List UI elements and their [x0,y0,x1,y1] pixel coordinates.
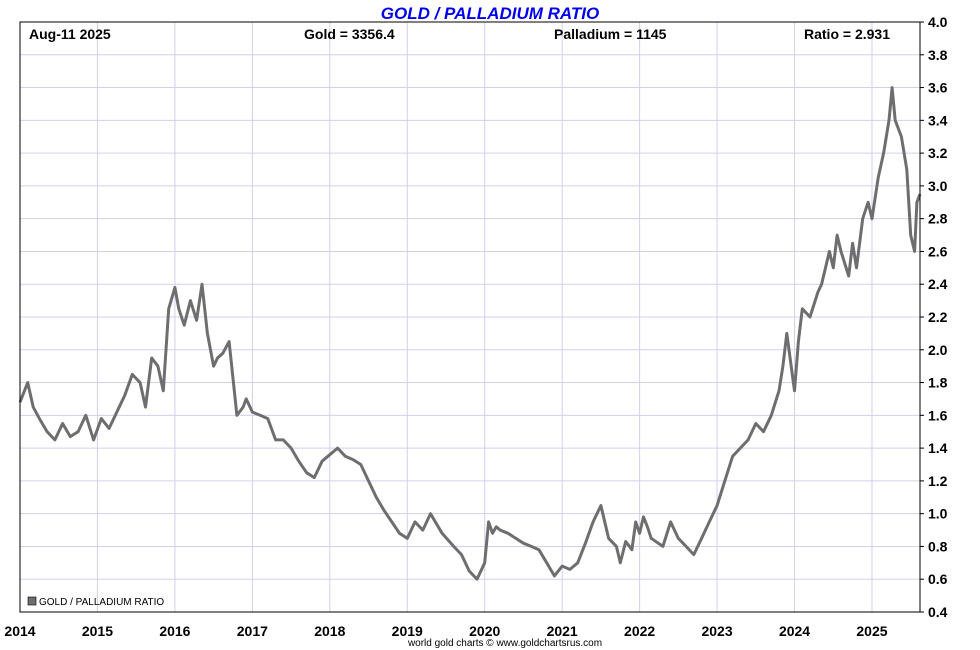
x-tick-label: 2018 [314,623,345,639]
y-tick-label: 3.4 [928,112,948,128]
y-tick-label: 1.0 [928,506,948,522]
x-tick-label: 2021 [547,623,578,639]
y-tick-label: 3.6 [928,80,948,96]
y-tick-label: 0.6 [928,571,948,587]
x-tick-label: 2016 [159,623,190,639]
y-tick-label: 1.6 [928,407,948,423]
ratio-value-label: Ratio = 2.931 [804,26,890,42]
y-tick-label: 2.8 [928,211,948,227]
y-tick-label: 3.8 [928,47,948,63]
y-tick-label: 2.4 [928,276,948,292]
x-tick-label: 2022 [624,623,655,639]
x-tick-label: 2024 [779,623,810,639]
x-tick-label: 2014 [4,623,35,639]
y-tick-label: 1.2 [928,473,948,489]
gold-price-label: Gold = 3356.4 [304,26,395,42]
x-tick-label: 2020 [469,623,500,639]
y-tick-label: 0.4 [928,604,948,620]
x-tick-label: 2019 [392,623,423,639]
footer-credit: world gold charts © www.goldchartsrus.co… [407,638,602,649]
ratio-line [18,86,922,581]
y-tick-label: 4.0 [928,14,948,30]
x-tick-label: 2025 [856,623,887,639]
y-tick-label: 2.6 [928,243,948,259]
series-layer [18,86,922,581]
y-tick-label: 2.2 [928,309,948,325]
palladium-price-label: Palladium = 1145 [554,26,667,42]
chart-title: GOLD / PALLADIUM RATIO [381,4,599,23]
y-tick-label: 0.8 [928,538,948,554]
x-tick-label: 2023 [701,623,732,639]
y-axis: 0.4 0.6 0.8 1.0 1.2 1.4 1.6 1.8 2.0 2.2 2.4 2.6 2.8 3… [920,14,948,620]
legend-swatch [27,596,37,606]
y-tick-label: 1.4 [928,440,948,456]
y-tick-label: 1.8 [928,375,948,391]
y-tick-label: 2.0 [928,342,948,358]
legend-label: GOLD / PALLADIUM RATIO [39,597,164,608]
gridlines [19,21,920,613]
x-axis: 2014 2015 2016 2017 2018 2019 2020 2021 2022 2023… [4,623,887,639]
date-label: Aug-11 2025 [29,26,111,42]
x-tick-label: 2015 [82,623,113,639]
y-tick-label: 3.2 [928,145,948,161]
y-tick-label: 3.0 [928,178,948,194]
x-tick-label: 2017 [237,623,268,639]
